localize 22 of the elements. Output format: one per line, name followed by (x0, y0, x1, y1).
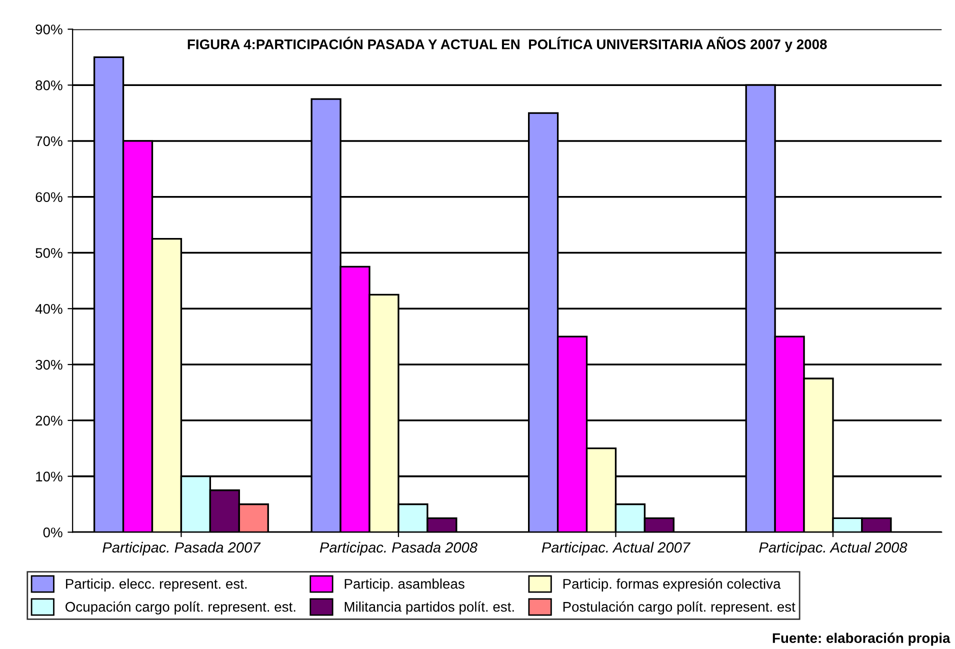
legend-label: Particip. asambleas (344, 578, 464, 592)
text: FIGURA 4:PARTICIPACIÓN PASADA Y ACTUAL EN POLÍTICA UNIVERSITARIA AÑOS 2007 y 2008 (188, 36, 827, 52)
legend-label: Militancia partidos polít. est. (344, 601, 514, 614)
y-tick-label: 70% (36, 136, 62, 146)
source-note: Fuente: elaboración propia (772, 632, 950, 646)
legend-label: Particip. elecc. represent. est. (66, 578, 247, 592)
x-tick-label: Participac. Pasada 2007 (102, 542, 261, 556)
legend-label: Postulación cargo polít. represent. est (563, 601, 796, 614)
y-tick-label: 30% (36, 360, 62, 370)
y-tick-label: 20% (36, 416, 62, 426)
x-tick-label: Participac. Actual 2007 (542, 542, 690, 556)
x-tick-label: Participac. Actual 2008 (759, 542, 908, 556)
x-tick-label: Participac. Pasada 2008 (320, 542, 478, 556)
y-tick-label: 10% (36, 472, 62, 482)
legend-label: Ocupación cargo polít. represent. est. (66, 601, 296, 614)
y-tick-label: 60% (36, 192, 62, 202)
y-tick-label: 90% (36, 24, 62, 34)
y-tick-label: 50% (36, 248, 62, 258)
y-tick-label: 0% (43, 528, 62, 538)
legend-label: Particip. formas expresión colectiva (563, 578, 781, 592)
y-tick-label: 80% (36, 80, 62, 90)
y-tick-label: 40% (35, 304, 62, 314)
